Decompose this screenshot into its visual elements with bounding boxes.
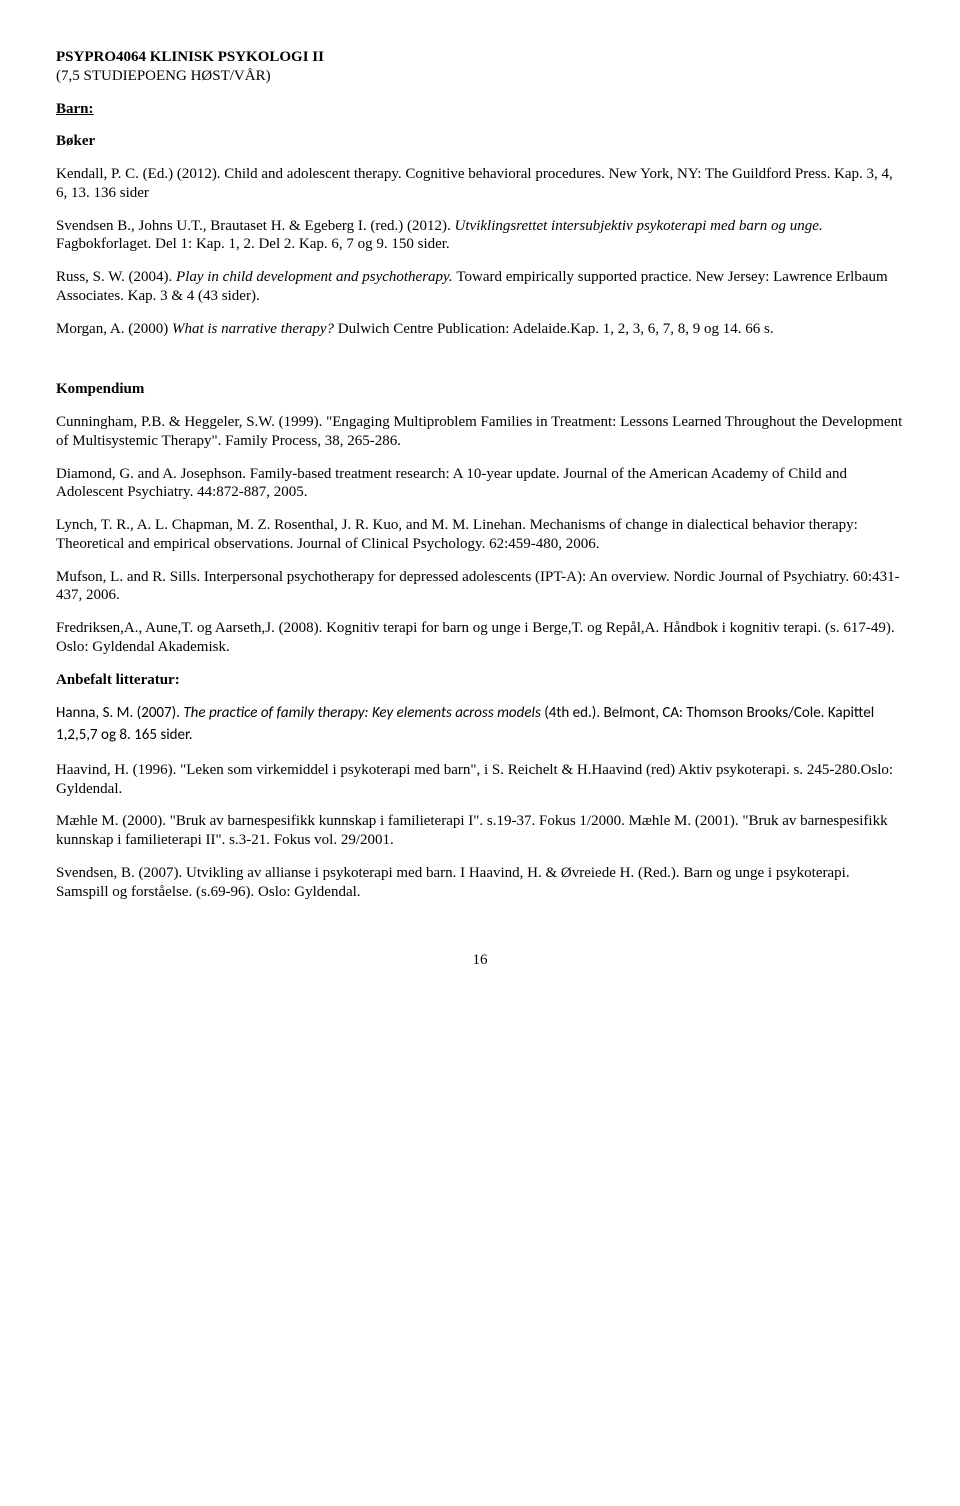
section-boker: Bøker xyxy=(56,132,904,151)
ref-svendsen: Svendsen B., Johns U.T., Brautaset H. & … xyxy=(56,217,904,255)
ref-haavind: Haavind, H. (1996). "Leken som virkemidd… xyxy=(56,761,904,799)
ref-mufson: Mufson, L. and R. Sills. Interpersonal p… xyxy=(56,568,904,606)
ref-text-italic: Utviklingsrettet intersubjektiv psykoter… xyxy=(455,218,823,234)
ref-svendsen2: Svendsen, B. (2007). Utvikling av allian… xyxy=(56,864,904,902)
ref-text: Kendall, P. C. (Ed.) (2012). Child and a… xyxy=(56,166,609,182)
ref-hanna: Hanna, S. M. (2007). The practice of fam… xyxy=(56,703,904,747)
ref-text: Fagbokforlaget. Del 1: Kap. 1, 2. Del 2.… xyxy=(56,236,450,252)
ref-morgan: Morgan, A. (2000) What is narrative ther… xyxy=(56,320,904,339)
course-code-title: PSYPRO4064 KLINISK PSYKOLOGI II xyxy=(56,48,904,67)
ref-maehle: Mæhle M. (2000). "Bruk av barnespesifikk… xyxy=(56,812,904,850)
ref-text: Morgan, A. (2000) xyxy=(56,321,172,337)
ref-fredriksen: Fredriksen,A., Aune,T. og Aarseth,J. (20… xyxy=(56,619,904,657)
ref-text: Dulwich Centre Publication: Adelaide.Kap… xyxy=(338,321,774,337)
ref-diamond: Diamond, G. and A. Josephson. Family-bas… xyxy=(56,465,904,503)
ref-lynch: Lynch, T. R., A. L. Chapman, M. Z. Rosen… xyxy=(56,516,904,554)
ref-text-italic: Play in child development and psychother… xyxy=(176,269,456,285)
course-credits: (7,5 STUDIEPOENG HØST/VÅR) xyxy=(56,67,904,86)
ref-text-italic: What is narrative therapy? xyxy=(172,321,338,337)
ref-cunningham: Cunningham, P.B. & Heggeler, S.W. (1999)… xyxy=(56,413,904,451)
ref-text: Russ, S. W. (2004). xyxy=(56,269,176,285)
ref-kendall: Kendall, P. C. (Ed.) (2012). Child and a… xyxy=(56,165,904,203)
section-kompendium: Kompendium xyxy=(56,380,904,399)
ref-text: Svendsen B., Johns U.T., Brautaset H. & … xyxy=(56,218,455,234)
section-anbefalt: Anbefalt litteratur: xyxy=(56,671,904,690)
page-number: 16 xyxy=(56,951,904,970)
section-barn: Barn: xyxy=(56,100,904,119)
ref-text: Hanna, S. M. (2007). xyxy=(56,704,183,722)
ref-russ: Russ, S. W. (2004). Play in child develo… xyxy=(56,268,904,306)
ref-text-italic: The practice of family therapy: Key elem… xyxy=(183,704,544,722)
